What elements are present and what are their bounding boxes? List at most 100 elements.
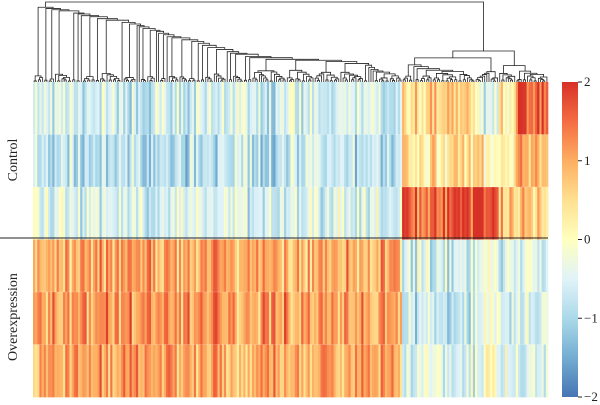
heatmap-cell xyxy=(142,82,145,135)
dendrogram-branch xyxy=(221,78,226,82)
heatmap-cell xyxy=(352,239,356,293)
heatmap-cell xyxy=(116,344,120,398)
heatmap-cell xyxy=(524,187,527,240)
dendrogram-branch xyxy=(432,79,436,82)
dendrogram-branch xyxy=(89,16,108,77)
heatmap-cell xyxy=(245,239,248,293)
heatmap-cell xyxy=(112,292,115,345)
heatmap-cell xyxy=(520,134,523,188)
heatmap-cell xyxy=(326,239,330,293)
heatmap-cell xyxy=(335,82,339,135)
heatmap-cell xyxy=(153,82,156,135)
heatmap-cell xyxy=(535,292,538,345)
heatmap-cell xyxy=(168,187,171,240)
heatmap-cell xyxy=(515,82,519,135)
heatmap-cell xyxy=(45,239,49,293)
heatmap-cell xyxy=(500,187,504,240)
heatmap-cell xyxy=(262,344,266,398)
heatmap-cell xyxy=(88,239,92,293)
heatmap-cell xyxy=(50,134,53,188)
heatmap-cell xyxy=(288,187,291,240)
heatmap-cell xyxy=(483,187,487,240)
heatmap-cell xyxy=(239,292,242,345)
heatmap-cell xyxy=(58,344,62,398)
heatmap-cell xyxy=(472,82,476,135)
heatmap-cell xyxy=(438,134,442,188)
heatmap-cell xyxy=(511,344,515,398)
heatmap-cell xyxy=(50,344,53,398)
heatmap-cell xyxy=(279,239,283,293)
heatmap-cell xyxy=(217,187,221,240)
heatmap-cell xyxy=(404,187,407,240)
heatmap-cell xyxy=(440,82,444,135)
heatmap-cell xyxy=(241,344,244,398)
colorbar-tick-label: 2 xyxy=(584,74,591,89)
heatmap-cell xyxy=(247,187,251,240)
heatmap-cell xyxy=(63,82,66,135)
heatmap-cell xyxy=(232,239,236,293)
heatmap-cell xyxy=(384,187,388,240)
heatmap-cell xyxy=(211,134,214,188)
heatmap-cell xyxy=(80,187,83,240)
heatmap-cell xyxy=(352,187,356,240)
heatmap-cell xyxy=(153,187,156,240)
heatmap-cell xyxy=(348,187,351,240)
heatmap-cell xyxy=(116,82,120,135)
heatmap-cell xyxy=(466,134,469,188)
heatmap-cell xyxy=(318,239,321,293)
heatmap-cell xyxy=(365,134,369,188)
dendrogram-branch xyxy=(243,79,247,82)
heatmap-cell xyxy=(470,134,474,188)
heatmap-cell xyxy=(273,187,276,240)
dendrogram-branch xyxy=(448,76,457,80)
dendrogram-branch xyxy=(140,79,145,82)
dendrogram-branch xyxy=(329,80,333,82)
heatmap-cell xyxy=(440,134,444,188)
dendrogram-branch xyxy=(77,13,91,81)
heatmap-cell xyxy=(337,134,341,188)
heatmap-cell xyxy=(56,187,60,240)
heatmap-cell xyxy=(494,344,497,398)
heatmap-cell xyxy=(284,239,287,293)
heatmap-cell xyxy=(69,344,72,398)
heatmap-cell xyxy=(174,239,178,293)
dendrogram-branch xyxy=(237,78,242,82)
heatmap-cell xyxy=(414,187,418,240)
heatmap-cell xyxy=(498,239,502,293)
heatmap-cell xyxy=(215,187,218,240)
heatmap-cell xyxy=(393,82,396,135)
dendrogram-branch xyxy=(45,8,61,81)
dendrogram-branch xyxy=(392,80,395,82)
heatmap-cell xyxy=(63,187,66,240)
heatmap-cell xyxy=(101,344,105,398)
heatmap-cell xyxy=(490,82,493,135)
heatmap-cell xyxy=(116,239,120,293)
dendrogram-branch xyxy=(102,79,106,82)
heatmap-cell xyxy=(522,239,525,293)
heatmap-cell xyxy=(455,134,459,188)
heatmap-cell xyxy=(243,187,246,240)
dendrogram-branch xyxy=(114,78,120,81)
heatmap-cell xyxy=(427,82,431,135)
heatmap-cell xyxy=(299,239,302,293)
heatmap-cell xyxy=(234,344,238,398)
heatmap-cell xyxy=(305,82,309,135)
heatmap-cell xyxy=(423,344,427,398)
dendrogram-branch xyxy=(45,1,484,51)
heatmap-cell xyxy=(80,344,83,398)
dendrogram-branch xyxy=(469,79,474,82)
heatmap-cell xyxy=(251,187,255,240)
dendrogram-branch xyxy=(452,50,515,66)
heatmap-cell xyxy=(196,134,199,188)
heatmap-cell xyxy=(434,239,437,293)
heatmap-cell xyxy=(35,82,38,135)
heatmap-cell xyxy=(438,239,442,293)
heatmap-cell xyxy=(417,134,420,188)
heatmap-cell xyxy=(322,292,326,345)
heatmap-cell xyxy=(329,134,332,188)
heatmap-cell xyxy=(406,82,409,135)
heatmap-cell xyxy=(412,187,416,240)
heatmap-cell xyxy=(271,187,274,240)
heatmap-cell xyxy=(515,134,519,188)
heatmap-cell xyxy=(505,82,508,135)
